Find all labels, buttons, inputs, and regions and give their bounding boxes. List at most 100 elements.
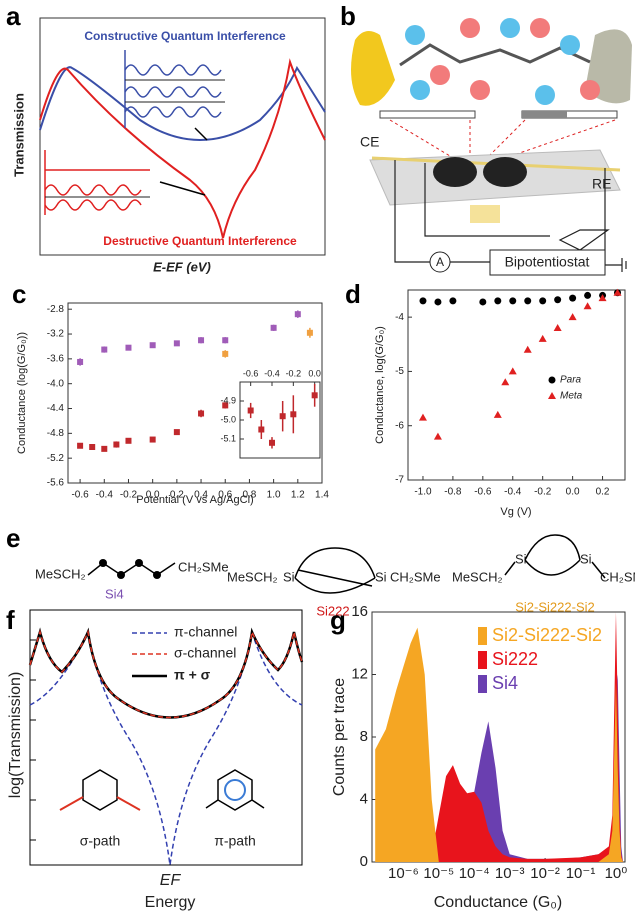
y-tick-label: -4.8 (47, 428, 65, 439)
destructive-curve (39, 58, 326, 239)
y-tick-label: -5.1 (220, 433, 236, 443)
arrow (194, 127, 208, 141)
data-point (173, 429, 180, 436)
data-point (279, 413, 286, 420)
data-point (554, 296, 562, 304)
data-point (613, 288, 622, 296)
data-point (125, 344, 132, 351)
x-tick-label: 0.0 (308, 368, 321, 378)
legend-swatch (478, 675, 487, 693)
tick (30, 639, 36, 841)
y-tick-label: 16 (351, 603, 368, 620)
legend-label: Si4 (492, 673, 518, 693)
x-tick-label: -0.6 (243, 368, 259, 378)
x-tick-label: 10⁻⁶ (388, 865, 419, 882)
y-tick-label: -5.6 (47, 478, 65, 489)
cage (294, 547, 376, 594)
constructive-curve (39, 65, 326, 141)
y-tick-label: -5 (395, 366, 404, 377)
data-point (508, 367, 517, 375)
data-point (583, 302, 592, 310)
x-tick-label: -0.4 (504, 487, 522, 498)
scale-bar (522, 111, 567, 118)
y-tick-label: -4.4 (47, 403, 65, 414)
panel-a: a Constructive Quantum Interference Dest… (6, 1, 326, 274)
data-point (149, 342, 156, 349)
arrow (159, 181, 206, 196)
data-point (149, 436, 156, 443)
data-point (553, 324, 562, 331)
y-axis-label: Transmission (11, 93, 26, 177)
x-tick-label: -1.0 (414, 487, 432, 498)
data-point (568, 313, 577, 321)
x-axis-label: Potential (V vs Ag/AgCl) (136, 494, 253, 506)
data-point (222, 337, 229, 344)
data-point (539, 297, 547, 305)
panel-label: c (12, 279, 26, 309)
x-tick-label: 10⁻¹ (566, 865, 596, 882)
compound-label: Si222 (316, 603, 349, 618)
data-point (113, 441, 120, 448)
data-point (306, 329, 313, 336)
x-axis-label: Vg (V) (500, 506, 531, 518)
x-tick-label: -0.4 (264, 368, 280, 378)
lamp (470, 205, 500, 223)
x-tick-label: 1.2 (291, 490, 305, 501)
x-tick-label: 0.0 (566, 487, 580, 498)
ce-label: CE (360, 134, 379, 150)
data-point (311, 392, 318, 399)
x-tick-label: 0.6 (218, 490, 232, 501)
data-point (418, 413, 427, 421)
x-tick-label: 10⁻² (530, 865, 560, 882)
destructive-inset (44, 150, 150, 215)
data-point (290, 411, 297, 418)
data-point (433, 432, 442, 440)
x-tick-label: -0.2 (120, 490, 138, 501)
data-point (222, 402, 229, 409)
x-tick-label: 10⁻³ (495, 865, 525, 882)
chem-text: MeSCH₂ (452, 569, 503, 584)
y-tick-label: -5.2 (47, 453, 65, 464)
data-point (584, 291, 592, 299)
ring-arrow (224, 779, 246, 801)
y-tick-label: -6 (395, 420, 404, 431)
x-axis-label: Energy (145, 894, 196, 911)
panel-label: b (340, 1, 356, 31)
data-point (101, 445, 108, 452)
data-point (419, 297, 427, 305)
frame (29, 609, 303, 866)
y-tick-label: -4 (395, 312, 404, 323)
molecule (399, 43, 591, 67)
data-point (479, 298, 487, 306)
frame (39, 17, 326, 256)
chem-text: CH₂SMe (600, 569, 635, 584)
destructive-label: Destructive Quantum Interference (103, 234, 297, 248)
chem-text: Si (283, 569, 295, 584)
area (375, 674, 623, 862)
ions (405, 18, 600, 105)
path-label: π-path (214, 833, 256, 849)
y-axis-label: Counts per trace (331, 678, 348, 796)
constructive-inset (124, 50, 225, 128)
re-label: RE (592, 176, 611, 192)
benzene (205, 769, 265, 811)
instrument-box (489, 249, 606, 276)
x-tick-label: -0.8 (444, 487, 462, 498)
y-tick-label: -3.6 (47, 354, 65, 365)
sigma-curve (29, 629, 303, 719)
y-axis-label: Conductance, log(G/G₀) (374, 326, 386, 444)
x-tick-label: -0.2 (286, 368, 302, 378)
legend-label: Si2-Si222-Si2 (492, 625, 602, 645)
panel-label: g (330, 605, 346, 635)
panel-label: a (6, 1, 21, 31)
x-tick-label: 0.4 (194, 490, 208, 501)
plot-frame (407, 289, 626, 481)
data-point (501, 378, 510, 386)
x-tick-label: -0.4 (96, 490, 114, 501)
panel-b: b A Bipotentiostat CE RE (340, 1, 632, 276)
data-point (598, 294, 607, 302)
panel-e: e MeSCH₂ CH₂SMe Si4 MeSCH₂ Si Si CH₂SMe … (6, 523, 635, 619)
panel-label: d (345, 279, 361, 309)
panel-label: e (6, 523, 20, 553)
